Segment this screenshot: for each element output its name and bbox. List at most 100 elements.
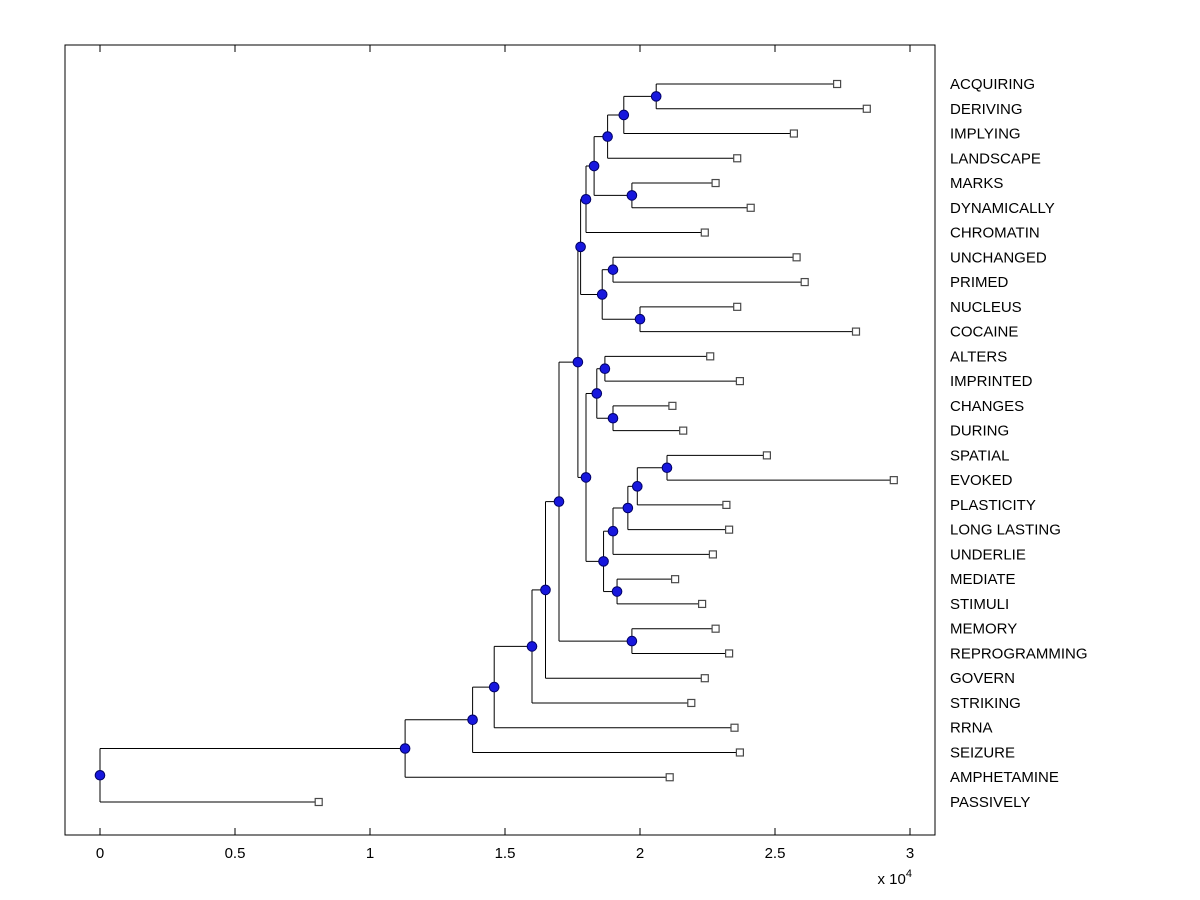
leaf-marker (314, 797, 323, 807)
internal-node-marker (540, 584, 551, 596)
internal-node-marker (399, 743, 411, 754)
internal-node-marker (591, 388, 603, 399)
leaf-marker (697, 599, 707, 609)
leaf-marker (668, 401, 677, 410)
leaf-label: IMPRINTED (950, 373, 1033, 390)
leaf-label: UNDERLIE (950, 546, 1026, 563)
leaf-marker (700, 674, 709, 683)
internal-node-marker (626, 635, 638, 647)
leaf-label: REPROGRAMMING (950, 645, 1088, 662)
internal-node-marker (467, 714, 478, 726)
internal-node-marker (588, 160, 600, 172)
internal-node-marker (580, 193, 592, 205)
x-tick-label: 0.5 (225, 845, 246, 862)
leaf-marker (789, 129, 799, 138)
leaf-label: LANDSCAPE (950, 150, 1041, 167)
internal-node-marker (618, 109, 630, 121)
internal-node-marker (596, 289, 608, 300)
x-tick-label: 2 (636, 845, 644, 862)
leaf-label: PASSIVELY (950, 794, 1030, 811)
internal-node-marker (632, 481, 643, 492)
leaf-label: DERIVING (950, 101, 1023, 118)
internal-node-marker (553, 496, 565, 507)
leaf-label: ALTERS (950, 348, 1007, 365)
leaf-label: SPATIAL (950, 447, 1009, 464)
leaf-marker (679, 426, 688, 435)
leaf-label: DURING (950, 423, 1009, 440)
leaf-label: EVOKED (950, 472, 1013, 489)
leaf-label: COCAINE (950, 324, 1018, 341)
leaf-marker (735, 377, 745, 386)
leaf-marker (711, 178, 720, 188)
leaf-marker (706, 352, 715, 361)
leaf-label: UNCHANGED (950, 249, 1047, 266)
internal-node-marker (599, 363, 611, 375)
internal-node-marker (94, 769, 106, 781)
internal-node-marker (575, 241, 586, 253)
internal-node-marker (607, 525, 619, 537)
leaf-label: STRIKING (950, 695, 1021, 712)
leaf-marker (687, 698, 696, 708)
leaf-marker (665, 773, 674, 782)
leaf-marker (700, 228, 709, 237)
x-axis-scale-label: x 104 (878, 868, 912, 888)
leaf-marker (851, 327, 861, 336)
internal-node-marker (650, 91, 662, 102)
leaf-label: CHROMATIN (950, 225, 1040, 242)
leaf-marker (670, 575, 680, 584)
leaf-label: STIMULI (950, 596, 1009, 613)
x-axis-scale-exponent: 4 (906, 868, 912, 880)
leaf-marker (733, 302, 742, 311)
leaf-marker (730, 723, 739, 732)
internal-node-marker (526, 641, 538, 652)
internal-node-marker (634, 313, 646, 325)
leaf-label: PLASTICITY (950, 497, 1036, 514)
x-tick-label: 0 (96, 845, 104, 862)
x-tick-label: 2.5 (765, 845, 786, 862)
dendrogram-markers (94, 79, 898, 807)
leaf-marker (735, 748, 745, 757)
leaf-label: AMPHETAMINE (950, 769, 1059, 786)
x-tick-label: 1.5 (495, 845, 516, 862)
internal-node-marker (488, 681, 500, 693)
leaf-marker (708, 550, 718, 559)
leaf-label: LONG LASTING (950, 522, 1061, 539)
internal-node-marker (602, 131, 613, 142)
leaf-label: GOVERN (950, 670, 1015, 687)
leaf-label: MEMORY (950, 621, 1017, 638)
leaf-marker (800, 277, 809, 287)
leaf-label: CHANGES (950, 398, 1024, 415)
leaf-label: IMPLYING (950, 126, 1021, 143)
leaf-marker (746, 203, 755, 212)
leaf-marker (792, 253, 801, 262)
internal-node-marker (626, 190, 638, 201)
internal-node-marker (607, 264, 619, 275)
internal-node-marker (661, 462, 673, 474)
internal-node-marker (572, 356, 584, 368)
internal-node-marker (580, 472, 592, 483)
leaf-marker (832, 79, 842, 89)
leaf-label: MARKS (950, 175, 1003, 192)
leaf-label: ACQUIRING (950, 76, 1035, 93)
leaf-marker (862, 104, 871, 113)
leaf-marker (889, 476, 898, 485)
leaf-marker (724, 649, 734, 658)
internal-node-marker (598, 556, 609, 567)
plot-area-box (64, 44, 936, 836)
leaf-marker (724, 525, 734, 534)
leaf-label: DYNAMICALLY (950, 200, 1055, 217)
leaf-label: RRNA (950, 720, 993, 737)
leaf-label: PRIMED (950, 274, 1009, 291)
leaf-marker (762, 451, 772, 460)
internal-node-marker (607, 412, 619, 424)
internal-node-marker (611, 586, 623, 597)
leaf-marker (722, 500, 731, 509)
leaf-label: MEDIATE (950, 571, 1016, 588)
x-tick-label: 1 (366, 845, 374, 862)
x-tick-label: 3 (906, 845, 914, 862)
leaf-marker (733, 154, 742, 163)
leaf-label: NUCLEUS (950, 299, 1022, 316)
